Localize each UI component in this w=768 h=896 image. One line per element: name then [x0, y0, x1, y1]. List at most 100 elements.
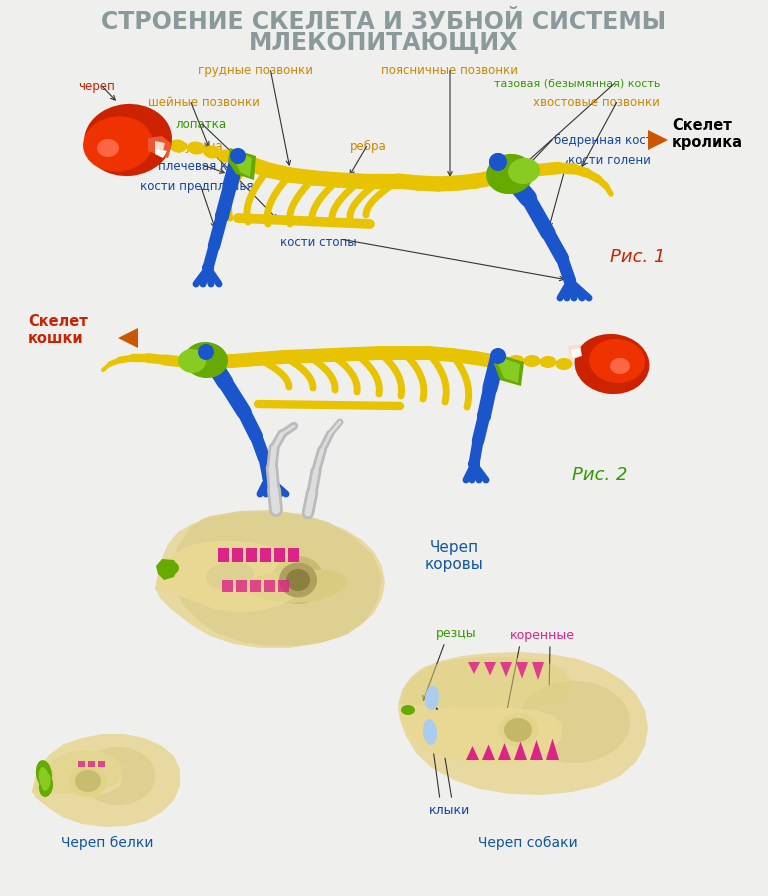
- Ellipse shape: [508, 355, 525, 367]
- Text: резцы: резцы: [436, 627, 477, 640]
- Text: тазовая (безымянная) кость: тазовая (безымянная) кость: [494, 78, 660, 88]
- Polygon shape: [532, 662, 544, 680]
- Ellipse shape: [425, 686, 439, 710]
- Polygon shape: [158, 546, 300, 598]
- Polygon shape: [498, 358, 520, 383]
- Polygon shape: [32, 750, 122, 794]
- Text: клыки: клыки: [429, 804, 471, 817]
- Text: лопатка: лопатка: [175, 118, 226, 131]
- Ellipse shape: [39, 775, 53, 797]
- Polygon shape: [155, 512, 385, 648]
- Ellipse shape: [278, 352, 290, 361]
- Ellipse shape: [504, 718, 532, 742]
- Ellipse shape: [307, 173, 321, 184]
- Ellipse shape: [77, 743, 167, 813]
- Text: МЛЕКОПИТАЮЩИХ: МЛЕКОПИТАЮЩИХ: [250, 30, 518, 54]
- Polygon shape: [288, 548, 299, 562]
- Polygon shape: [172, 510, 382, 646]
- Ellipse shape: [178, 349, 206, 373]
- Ellipse shape: [169, 140, 187, 152]
- Ellipse shape: [215, 209, 229, 223]
- Polygon shape: [514, 742, 527, 760]
- Ellipse shape: [230, 148, 246, 164]
- Ellipse shape: [217, 150, 235, 162]
- Text: Скелет
кошки: Скелет кошки: [28, 314, 88, 346]
- Polygon shape: [398, 652, 648, 795]
- Polygon shape: [571, 348, 581, 358]
- Ellipse shape: [452, 178, 465, 188]
- Ellipse shape: [187, 142, 205, 154]
- Ellipse shape: [477, 409, 491, 423]
- Polygon shape: [34, 758, 122, 797]
- Text: Череп собаки: Череп собаки: [478, 836, 578, 850]
- Ellipse shape: [520, 190, 536, 206]
- Polygon shape: [32, 734, 180, 827]
- Polygon shape: [484, 662, 496, 676]
- Ellipse shape: [283, 169, 297, 180]
- Polygon shape: [466, 746, 479, 760]
- Polygon shape: [218, 548, 229, 562]
- Ellipse shape: [574, 334, 650, 394]
- Ellipse shape: [84, 104, 172, 177]
- Ellipse shape: [373, 176, 387, 186]
- Text: Рис. 1: Рис. 1: [610, 248, 666, 266]
- Ellipse shape: [539, 356, 557, 368]
- Ellipse shape: [485, 173, 498, 183]
- Polygon shape: [98, 761, 105, 767]
- Ellipse shape: [422, 349, 434, 358]
- Ellipse shape: [490, 348, 506, 364]
- Polygon shape: [468, 662, 480, 674]
- Polygon shape: [398, 708, 562, 765]
- Text: Скелет
кролика: Скелет кролика: [672, 117, 743, 151]
- Ellipse shape: [374, 349, 386, 358]
- Ellipse shape: [184, 342, 228, 378]
- Polygon shape: [264, 580, 275, 592]
- Polygon shape: [32, 750, 122, 794]
- Text: поясничные позвонки: поясничные позвонки: [382, 64, 518, 77]
- Ellipse shape: [286, 569, 310, 591]
- Text: ребра: ребра: [349, 140, 386, 153]
- Polygon shape: [278, 580, 289, 592]
- Polygon shape: [148, 136, 172, 158]
- Text: плечевая кость: плечевая кость: [158, 160, 255, 173]
- Ellipse shape: [518, 681, 630, 763]
- Polygon shape: [222, 580, 233, 592]
- Ellipse shape: [555, 252, 568, 264]
- Ellipse shape: [206, 562, 254, 590]
- Ellipse shape: [202, 262, 214, 274]
- Polygon shape: [530, 740, 543, 760]
- Ellipse shape: [203, 145, 221, 159]
- Ellipse shape: [69, 765, 107, 797]
- Ellipse shape: [468, 458, 480, 470]
- Ellipse shape: [398, 349, 410, 358]
- Polygon shape: [232, 548, 243, 562]
- Ellipse shape: [302, 351, 314, 360]
- Text: череп: череп: [78, 80, 114, 93]
- Text: СТРОЕНИЕ СКЕЛЕТА И ЗУБНОЙ СИСТЕМЫ: СТРОЕНИЕ СКЕЛЕТА И ЗУБНОЙ СИСТЕМЫ: [101, 10, 667, 34]
- Ellipse shape: [97, 139, 119, 157]
- Ellipse shape: [279, 563, 317, 598]
- Ellipse shape: [469, 176, 482, 186]
- Polygon shape: [274, 548, 285, 562]
- Text: грудина: грудина: [172, 140, 223, 153]
- Polygon shape: [400, 657, 572, 709]
- Polygon shape: [482, 745, 495, 760]
- Text: кости голени: кости голени: [568, 154, 650, 167]
- Polygon shape: [118, 328, 138, 348]
- Ellipse shape: [412, 178, 425, 188]
- Ellipse shape: [272, 556, 324, 604]
- Ellipse shape: [350, 349, 362, 358]
- Polygon shape: [498, 743, 511, 760]
- Polygon shape: [516, 662, 528, 678]
- Ellipse shape: [83, 116, 153, 171]
- Text: хвостовые позвонки: хвостовые позвонки: [533, 96, 660, 109]
- Polygon shape: [244, 570, 348, 603]
- Ellipse shape: [511, 676, 641, 771]
- Ellipse shape: [498, 713, 538, 747]
- Ellipse shape: [486, 154, 534, 194]
- Ellipse shape: [524, 355, 541, 367]
- Ellipse shape: [508, 158, 540, 184]
- Polygon shape: [88, 761, 95, 767]
- Polygon shape: [78, 761, 85, 767]
- Ellipse shape: [401, 705, 415, 715]
